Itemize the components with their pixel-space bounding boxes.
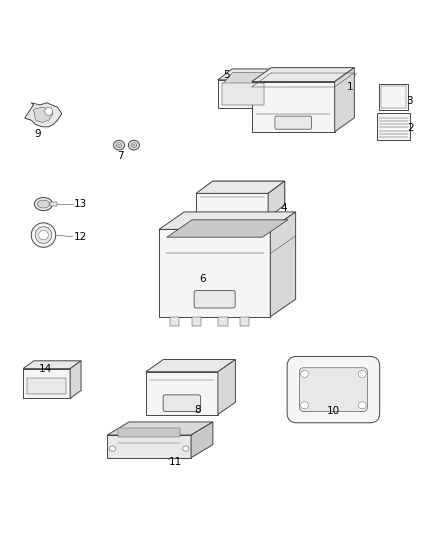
Polygon shape bbox=[270, 212, 296, 317]
Polygon shape bbox=[167, 220, 288, 237]
Bar bbox=[218, 317, 227, 326]
Ellipse shape bbox=[118, 144, 120, 146]
Polygon shape bbox=[213, 181, 285, 205]
Text: 5: 5 bbox=[223, 70, 230, 80]
Bar bbox=[192, 317, 201, 326]
Bar bbox=[381, 86, 406, 108]
Ellipse shape bbox=[128, 140, 139, 150]
Ellipse shape bbox=[31, 223, 56, 247]
Polygon shape bbox=[107, 435, 191, 458]
Text: 8: 8 bbox=[195, 405, 201, 415]
Polygon shape bbox=[201, 181, 285, 190]
Polygon shape bbox=[146, 359, 235, 372]
Ellipse shape bbox=[34, 198, 53, 211]
FancyBboxPatch shape bbox=[194, 290, 235, 308]
Polygon shape bbox=[252, 82, 335, 132]
Polygon shape bbox=[196, 181, 285, 193]
Ellipse shape bbox=[35, 227, 52, 244]
Polygon shape bbox=[146, 372, 218, 415]
Polygon shape bbox=[196, 193, 268, 217]
Bar bbox=[379, 84, 409, 110]
Bar bbox=[222, 83, 264, 105]
Ellipse shape bbox=[133, 144, 135, 146]
Polygon shape bbox=[23, 369, 70, 398]
Polygon shape bbox=[223, 72, 273, 83]
Ellipse shape bbox=[116, 143, 122, 148]
Polygon shape bbox=[107, 422, 213, 435]
Bar bbox=[118, 429, 180, 437]
Polygon shape bbox=[25, 103, 62, 127]
Polygon shape bbox=[23, 361, 81, 369]
Ellipse shape bbox=[113, 140, 124, 150]
Ellipse shape bbox=[358, 402, 366, 409]
FancyBboxPatch shape bbox=[287, 357, 380, 423]
Ellipse shape bbox=[358, 370, 366, 377]
Text: 7: 7 bbox=[117, 151, 124, 161]
Polygon shape bbox=[159, 212, 296, 229]
Polygon shape bbox=[268, 69, 282, 108]
Polygon shape bbox=[70, 361, 81, 398]
Text: 9: 9 bbox=[35, 129, 41, 139]
Text: 11: 11 bbox=[169, 457, 182, 467]
Text: 13: 13 bbox=[74, 199, 87, 209]
Polygon shape bbox=[252, 68, 354, 82]
FancyBboxPatch shape bbox=[299, 368, 367, 411]
Polygon shape bbox=[159, 229, 270, 317]
Polygon shape bbox=[33, 107, 53, 123]
Polygon shape bbox=[268, 181, 285, 217]
Bar bbox=[27, 378, 66, 394]
Ellipse shape bbox=[37, 200, 49, 208]
Ellipse shape bbox=[183, 446, 189, 451]
Text: 12: 12 bbox=[74, 232, 87, 242]
Text: 6: 6 bbox=[199, 274, 206, 284]
Polygon shape bbox=[191, 422, 213, 458]
Text: 14: 14 bbox=[39, 364, 52, 374]
FancyBboxPatch shape bbox=[275, 116, 311, 129]
Ellipse shape bbox=[300, 402, 308, 409]
Ellipse shape bbox=[45, 108, 53, 116]
Polygon shape bbox=[218, 359, 235, 415]
Text: 2: 2 bbox=[407, 123, 413, 133]
Ellipse shape bbox=[110, 446, 116, 451]
Polygon shape bbox=[218, 80, 268, 108]
Ellipse shape bbox=[131, 143, 137, 148]
Bar bbox=[170, 317, 180, 326]
Ellipse shape bbox=[300, 370, 308, 377]
Polygon shape bbox=[335, 68, 354, 132]
Text: 3: 3 bbox=[406, 96, 413, 107]
Text: 10: 10 bbox=[327, 406, 340, 416]
Bar bbox=[377, 113, 410, 140]
FancyBboxPatch shape bbox=[163, 395, 201, 411]
Polygon shape bbox=[218, 69, 282, 80]
Ellipse shape bbox=[39, 230, 48, 240]
Text: 1: 1 bbox=[346, 83, 353, 93]
Text: 4: 4 bbox=[280, 204, 287, 213]
Bar bbox=[240, 317, 249, 326]
Bar bbox=[50, 202, 57, 206]
